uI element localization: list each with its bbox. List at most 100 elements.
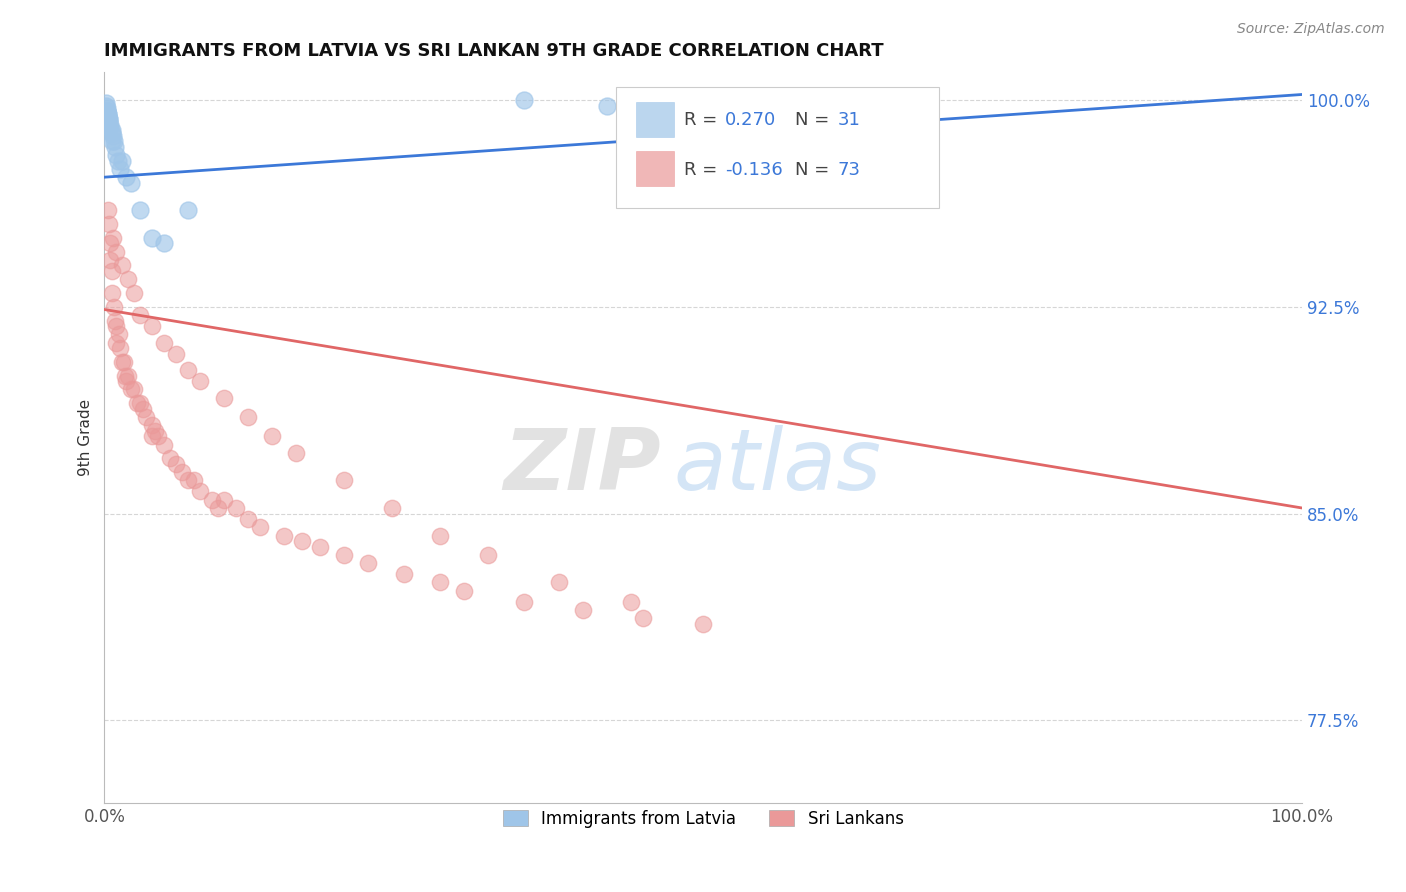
Point [596, 98, 619, 112]
Point [141, 429, 163, 443]
Point [633, 611, 655, 625]
Point [429, 575, 451, 590]
Text: R =: R = [685, 161, 723, 178]
Text: Source: ZipAtlas.com: Source: ZipAtlas.com [1237, 22, 1385, 37]
Point [104, 140, 127, 154]
Text: 73: 73 [838, 161, 860, 178]
Point [120, 176, 142, 190]
Point [477, 548, 499, 562]
Text: atlas: atlas [673, 425, 882, 508]
Point [97, 107, 120, 121]
Point [105, 319, 128, 334]
Point [101, 128, 124, 143]
Point [273, 528, 295, 542]
Point [165, 346, 187, 360]
Point [188, 374, 211, 388]
Point [236, 410, 259, 425]
Point [333, 548, 356, 562]
Point [107, 153, 129, 168]
FancyBboxPatch shape [636, 102, 675, 136]
Point [111, 355, 134, 369]
Point [115, 374, 138, 388]
Point [141, 319, 163, 334]
Point [111, 153, 134, 168]
Point [207, 500, 229, 515]
Point [153, 335, 176, 350]
Point [100, 123, 122, 137]
Point [105, 244, 128, 259]
Point [249, 520, 271, 534]
Point [98, 217, 121, 231]
Point [236, 512, 259, 526]
Text: N =: N = [796, 161, 835, 178]
Point [98, 120, 121, 135]
Point [114, 368, 136, 383]
Point [124, 383, 146, 397]
Point [111, 259, 134, 273]
Point [153, 437, 176, 451]
Point [98, 118, 121, 132]
Point [201, 492, 224, 507]
Point [100, 264, 122, 278]
Point [97, 107, 120, 121]
Point [100, 285, 122, 300]
Point [177, 363, 200, 377]
Point [135, 410, 157, 425]
Point [98, 252, 121, 267]
Point [177, 203, 200, 218]
Point [103, 300, 125, 314]
Point [392, 567, 415, 582]
Point [101, 231, 124, 245]
Point [225, 500, 247, 515]
Point [291, 534, 314, 549]
Point [141, 231, 163, 245]
Point [129, 203, 152, 218]
Point [105, 335, 128, 350]
Text: R =: R = [685, 111, 723, 129]
Point [104, 313, 127, 327]
Point [165, 457, 187, 471]
Point [115, 170, 138, 185]
Point [105, 148, 128, 162]
Point [97, 203, 120, 218]
Point [129, 308, 152, 322]
Legend: Immigrants from Latvia, Sri Lankans: Immigrants from Latvia, Sri Lankans [496, 804, 910, 835]
Point [148, 429, 170, 443]
Point [129, 396, 152, 410]
Point [572, 603, 595, 617]
Point [96, 103, 118, 118]
Point [285, 446, 308, 460]
Point [512, 595, 534, 609]
Point [357, 556, 380, 570]
Point [453, 583, 475, 598]
Point [333, 474, 356, 488]
Point [108, 161, 131, 176]
Point [100, 134, 122, 148]
Point [120, 383, 142, 397]
Point [183, 474, 205, 488]
Point [98, 112, 121, 127]
Point [97, 110, 120, 124]
Text: IMMIGRANTS FROM LATVIA VS SRI LANKAN 9TH GRADE CORRELATION CHART: IMMIGRANTS FROM LATVIA VS SRI LANKAN 9TH… [104, 42, 884, 60]
Point [98, 236, 121, 251]
Point [212, 391, 235, 405]
Text: -0.136: -0.136 [724, 161, 783, 178]
Point [124, 285, 146, 300]
Point [107, 327, 129, 342]
Point [96, 101, 118, 115]
Point [512, 93, 534, 107]
Point [143, 424, 166, 438]
Point [159, 451, 181, 466]
Point [125, 396, 148, 410]
Point [94, 98, 117, 112]
Point [100, 126, 122, 140]
Point [131, 401, 153, 416]
FancyBboxPatch shape [636, 151, 675, 186]
Point [381, 500, 404, 515]
Point [98, 115, 121, 129]
Point [260, 429, 283, 443]
Point [108, 341, 131, 355]
Point [212, 492, 235, 507]
Point [98, 112, 121, 127]
Point [103, 134, 125, 148]
